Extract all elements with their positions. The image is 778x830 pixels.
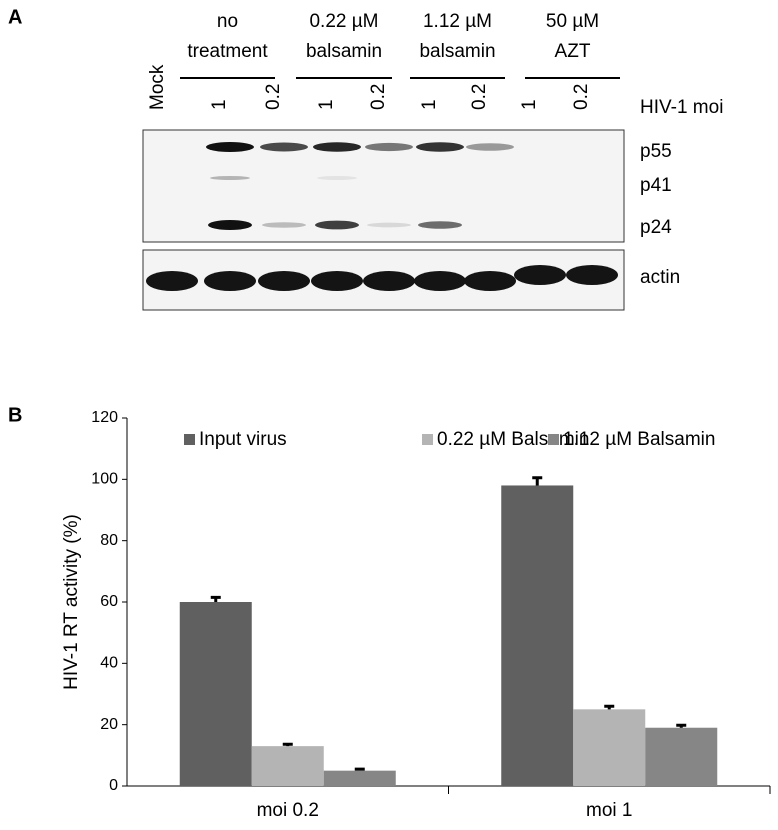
loading-label: actin [640,267,680,288]
blot-band [208,220,252,230]
legend-label: Input virus [199,429,287,450]
bar [251,746,324,786]
blot-band [566,265,618,285]
band-label: p55 [640,141,672,162]
blot-band [367,222,411,228]
blot-band [317,176,357,180]
panel-label: A [8,6,22,28]
legend-swatch [548,434,559,445]
lane-label: 1 [419,99,440,110]
y-axis-label: HIV-1 RT activity (%) [61,514,82,690]
error-bar [210,595,221,602]
blot-band [365,142,413,152]
group-label: treatment [187,41,268,62]
panel-label: B [8,404,22,426]
lane-label: 0.2 [368,84,389,110]
group-label: balsamin [419,41,495,62]
bar [501,485,574,786]
y-tick-label: 40 [100,655,118,672]
moi-label: HIV-1 moi [640,97,723,118]
error-bar [282,742,293,747]
group-label: no [217,11,238,32]
y-tick-label: 120 [91,409,118,426]
y-tick-label: 100 [91,471,118,488]
blot-band [414,271,466,291]
group-label: balsamin [306,41,382,62]
blot-band [146,271,198,291]
legend-swatch [422,434,433,445]
blot-band [313,142,361,152]
blot-band [464,271,516,291]
y-tick-label: 0 [109,777,118,794]
group-label: AZT [555,41,591,62]
lane-label: Mock [147,64,168,110]
error-bar [604,704,615,710]
blot-band [258,271,310,291]
group-label: 50 µM [546,11,599,32]
blot-band [416,142,464,152]
x-tick-label: moi 0.2 [257,800,319,821]
y-tick-label: 60 [100,593,118,610]
error-bar [532,476,543,486]
group-label: 0.22 µM [309,11,378,32]
y-tick-label: 20 [100,716,118,733]
group-label: 1.12 µM [423,11,492,32]
bar [179,602,252,786]
lane-label: 1 [209,99,230,110]
blot-band [210,176,250,180]
bar [573,709,646,786]
blot-band [514,265,566,285]
y-tick-label: 80 [100,532,118,549]
blot-band [315,220,359,230]
blot-band [206,142,254,152]
lane-label: 0.2 [469,84,490,110]
legend-label: 1.12 µM Balsamin [563,429,715,450]
blot-band [466,143,514,151]
blot-band [311,271,363,291]
legend-swatch [184,434,195,445]
blot-band [204,271,256,291]
band-label: p24 [640,217,672,238]
error-bar [354,767,365,771]
lane-label: 0.2 [571,84,592,110]
blot-band [418,221,462,229]
error-bar [676,723,687,728]
x-tick-label: moi 1 [586,800,632,821]
blot-band [262,222,306,228]
lane-label: 1 [519,99,540,110]
bar [323,770,396,786]
blot-band [363,271,415,291]
lane-label: 1 [316,99,337,110]
band-label: p41 [640,175,672,196]
bar [645,727,718,786]
lane-label: 0.2 [263,84,284,110]
blot-band [260,142,308,152]
